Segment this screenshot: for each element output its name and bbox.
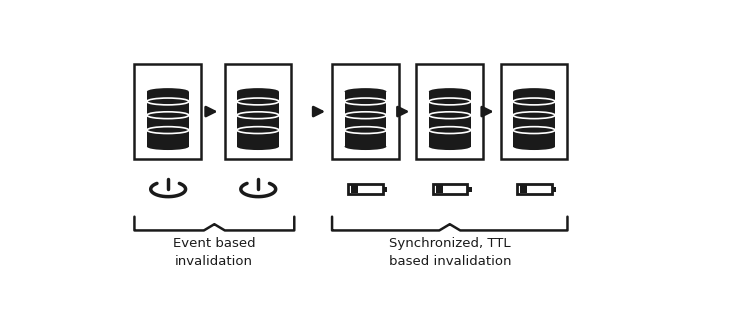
Bar [520, 185, 527, 193]
Ellipse shape [429, 143, 471, 150]
Ellipse shape [147, 88, 189, 95]
Ellipse shape [429, 88, 471, 95]
Bar [383, 187, 388, 192]
Ellipse shape [147, 143, 189, 150]
Bar [237, 92, 279, 147]
Bar [416, 64, 483, 159]
Bar [224, 64, 291, 159]
Bar [332, 64, 399, 159]
Bar [467, 187, 472, 192]
Bar [147, 92, 189, 147]
Text: Event based
invalidation: Event based invalidation [172, 237, 256, 268]
Bar [344, 92, 386, 147]
Ellipse shape [344, 88, 386, 95]
Bar [429, 92, 471, 147]
Ellipse shape [513, 88, 555, 95]
Bar [552, 187, 556, 192]
Bar [436, 185, 442, 193]
Bar [517, 184, 552, 194]
Ellipse shape [513, 143, 555, 150]
Bar [352, 185, 358, 193]
Bar [348, 184, 383, 194]
Bar [433, 184, 467, 194]
Ellipse shape [237, 143, 279, 150]
Bar [501, 64, 568, 159]
Text: Synchronized, TTL
based invalidation: Synchronized, TTL based invalidation [388, 237, 512, 268]
Bar [134, 64, 201, 159]
Ellipse shape [237, 88, 279, 95]
Bar [513, 92, 555, 147]
Ellipse shape [344, 143, 386, 150]
